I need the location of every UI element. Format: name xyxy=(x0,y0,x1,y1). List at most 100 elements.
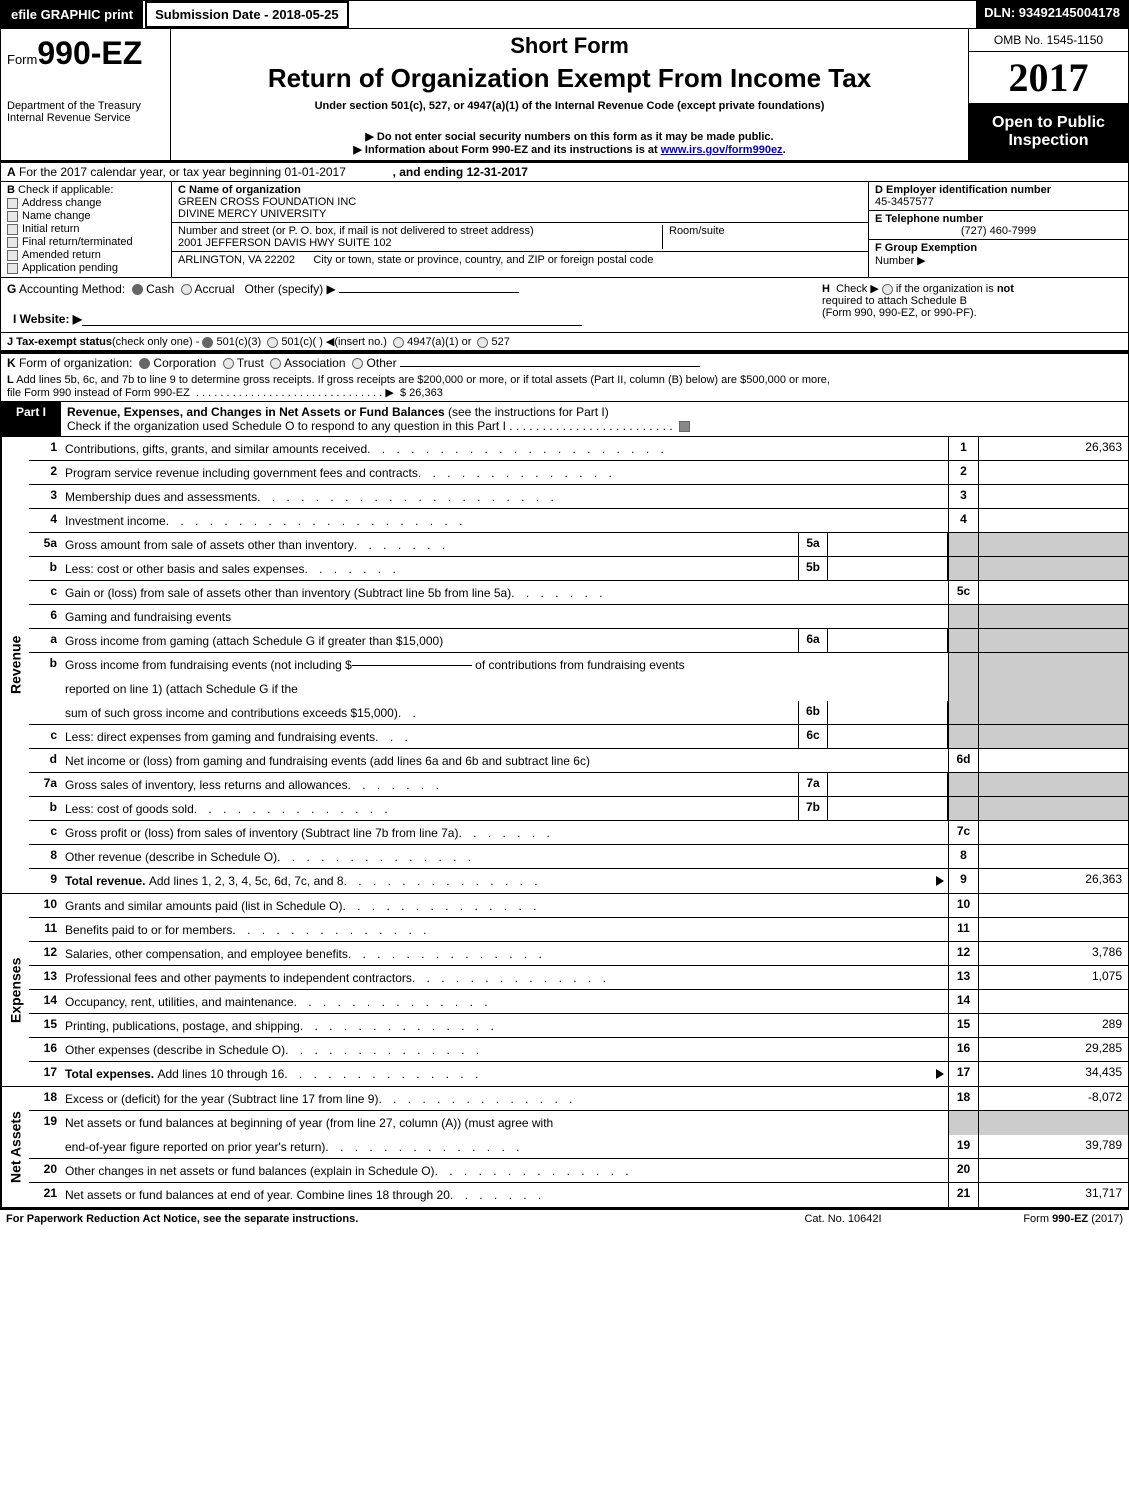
checkbox-icon[interactable] xyxy=(7,250,18,261)
header-right: OMB No. 1545-1150 2017 Open to Public In… xyxy=(968,29,1128,160)
d-label: D Employer identification number xyxy=(875,184,1051,196)
ln-num: 2 xyxy=(29,461,61,484)
ln-num: 1 xyxy=(29,437,61,460)
dots: . . . . . . . . . . . . . . xyxy=(277,850,944,864)
under-section: Under section 501(c), 527, or 4947(a)(1)… xyxy=(181,100,958,112)
form-footer: Form 990-EZ (2017) xyxy=(943,1213,1123,1225)
omb-number: OMB No. 1545-1150 xyxy=(969,29,1128,52)
ln-rnum: 14 xyxy=(948,990,978,1013)
radio-icon[interactable] xyxy=(139,358,150,369)
ln-desc: Total revenue. xyxy=(65,874,145,888)
ln-rval: 31,717 xyxy=(978,1183,1128,1207)
radio-icon[interactable] xyxy=(132,284,143,295)
radio-icon[interactable] xyxy=(270,358,281,369)
ln-num: b xyxy=(29,557,61,580)
ln-desc-post: of contributions from fundraising events xyxy=(475,658,684,672)
ln-desc: Less: cost or other basis and sales expe… xyxy=(65,562,304,576)
ln-midnum: 6a xyxy=(798,629,828,652)
irs-link[interactable]: www.irs.gov/form990ez xyxy=(661,144,783,156)
ln-rnum: 16 xyxy=(948,1038,978,1061)
ln-rval: 3,786 xyxy=(978,942,1128,965)
ln-num: 21 xyxy=(29,1183,61,1207)
ln-num: 11 xyxy=(29,918,61,941)
ln-rval xyxy=(978,845,1128,868)
netassets-lines: 18Excess or (deficit) for the year (Subt… xyxy=(29,1087,1128,1207)
website-input[interactable] xyxy=(82,314,582,326)
dept-treasury: Department of the Treasury xyxy=(7,100,164,112)
ln-rnum: 6d xyxy=(948,749,978,772)
ln-desc: Gross income from gaming (attach Schedul… xyxy=(65,634,443,648)
radio-icon[interactable] xyxy=(223,358,234,369)
ln-num: c xyxy=(29,581,61,604)
l-amount: $ 26,363 xyxy=(400,387,443,399)
label-b: B xyxy=(7,184,15,196)
ln-gray xyxy=(978,533,1128,556)
radio-icon[interactable] xyxy=(477,337,488,348)
dots: . . . . . . . . . . . . . . xyxy=(232,923,944,937)
checkbox-icon[interactable] xyxy=(7,211,18,222)
section-bcd: B Check if applicable: Address change Na… xyxy=(0,182,1129,278)
l-text1: Add lines 5b, 6c, and 7b to line 9 to de… xyxy=(16,374,830,386)
ln-gray xyxy=(948,533,978,556)
label-i: I Website: ▶ xyxy=(13,312,82,326)
ln-rnum: 15 xyxy=(948,1014,978,1037)
ln-gray xyxy=(978,773,1128,796)
tax-year: 2017 xyxy=(969,52,1128,104)
org-name1: GREEN CROSS FOUNDATION INC xyxy=(178,196,862,208)
ln-rnum: 11 xyxy=(948,918,978,941)
ln-desc: reported on line 1) (attach Schedule G i… xyxy=(65,682,298,696)
ein: 45-3457577 xyxy=(875,196,934,208)
checkbox-filled-icon[interactable] xyxy=(679,421,690,432)
ln-gray xyxy=(948,725,978,748)
j-sub: (check only one) - xyxy=(112,336,202,348)
b-opt-0: Address change xyxy=(22,197,102,209)
ln-rval: 34,435 xyxy=(978,1062,1128,1086)
efile-print-button[interactable]: efile GRAPHIC print xyxy=(1,1,143,28)
radio-icon[interactable] xyxy=(393,337,404,348)
dln-label: DLN: 93492145004178 xyxy=(976,1,1128,28)
h-t1: Check ▶ xyxy=(836,283,879,295)
dots: . . . . . . . . . . . . . . xyxy=(284,1067,936,1081)
dots: . . . . . . . . . . . . . . xyxy=(342,899,944,913)
label-k: K xyxy=(7,356,16,370)
k-trust: Trust xyxy=(237,356,264,370)
dots: . . . . . . . xyxy=(354,538,794,552)
b-opt-4: Amended return xyxy=(22,249,101,261)
section-a: A For the 2017 calendar year, or tax yea… xyxy=(0,163,1129,182)
checkbox-icon[interactable] xyxy=(7,224,18,235)
ln-desc: sum of such gross income and contributio… xyxy=(65,706,398,720)
dots: . . . . . . . . . . . . . . . . . . . . … xyxy=(166,514,944,528)
ln-midval xyxy=(828,773,948,796)
j-label: J Tax-exempt status xyxy=(7,336,112,348)
radio-icon[interactable] xyxy=(202,337,213,348)
radio-icon[interactable] xyxy=(181,284,192,295)
ln-rnum: 8 xyxy=(948,845,978,868)
checkbox-icon[interactable] xyxy=(7,263,18,274)
dots: . . . . . . . xyxy=(450,1188,944,1202)
org-city: ARLINGTON, VA 22202 xyxy=(178,254,295,266)
ln-rval: 39,789 xyxy=(978,1135,1128,1158)
dots: . . . . . . . . . . . . . . xyxy=(300,1019,944,1033)
h-t2: if the organization is xyxy=(896,283,994,295)
ln-desc: Other expenses (describe in Schedule O) xyxy=(65,1043,285,1057)
ln-gray xyxy=(978,701,1128,724)
dots: . . . xyxy=(375,730,794,744)
c-label: C Name of organization xyxy=(178,184,301,196)
info-line: ▶ Information about Form 990-EZ and its … xyxy=(181,143,958,156)
dots: . . . . . . . xyxy=(304,562,794,576)
radio-icon[interactable] xyxy=(352,358,363,369)
checkbox-icon[interactable] xyxy=(7,237,18,248)
ln-gray xyxy=(948,1111,978,1135)
ln-num: 15 xyxy=(29,1014,61,1037)
ln-desc: Gross profit or (loss) from sales of inv… xyxy=(65,826,458,840)
ln-desc: Occupancy, rent, utilities, and maintena… xyxy=(65,995,294,1009)
expenses-lines: 10Grants and similar amounts paid (list … xyxy=(29,894,1128,1086)
radio-icon[interactable] xyxy=(267,337,278,348)
f-label2: Number ▶ xyxy=(875,255,926,267)
side-revenue: Revenue xyxy=(1,437,29,893)
b-checkif: Check if applicable: xyxy=(18,184,113,196)
ln-rnum: 3 xyxy=(948,485,978,508)
ln-desc: Total expenses. xyxy=(65,1067,154,1081)
radio-icon[interactable] xyxy=(882,284,893,295)
checkbox-icon[interactable] xyxy=(7,198,18,209)
